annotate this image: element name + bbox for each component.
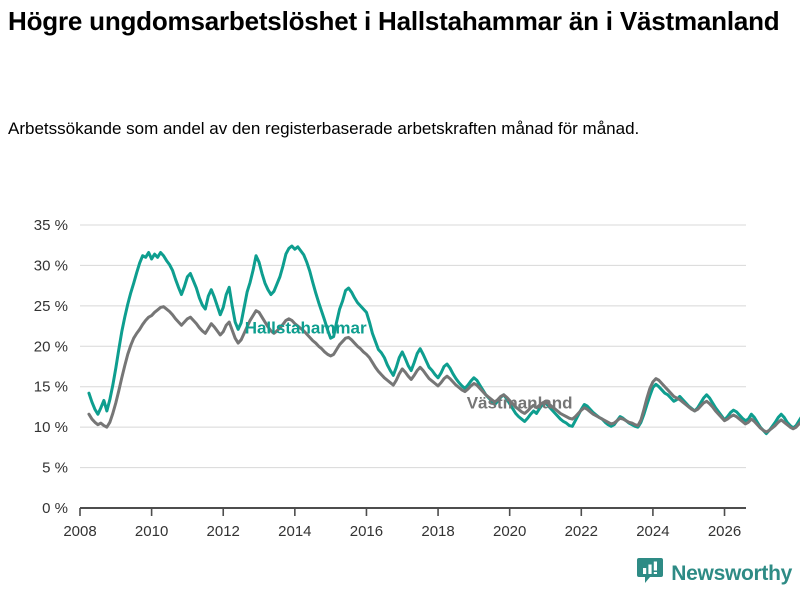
newsworthy-logo: Newsworthy xyxy=(637,557,792,590)
line-chart-svg: 0 %5 %10 %15 %20 %25 %30 %35 % 2008 2010 2… xyxy=(34,217,800,540)
newsworthy-logo-text: Newsworthy xyxy=(671,561,792,585)
x-axis-tick-label: 2012 xyxy=(207,523,240,540)
series-line-västmanland xyxy=(87,305,800,434)
series-inline-labels: Hallstahammar Västmanland xyxy=(245,318,573,412)
y-axis-tick-label: 15 % xyxy=(34,379,68,396)
y-axis-tick-label: 25 % xyxy=(34,298,68,315)
chart-subtitle: Arbetssökande som andel av den registerb… xyxy=(8,119,640,138)
y-axis-tick-label: 10 % xyxy=(34,419,68,436)
y-axis-tick-label: 5 % xyxy=(42,460,68,477)
x-axis-tick-label: 2020 xyxy=(493,523,526,540)
x-axis-tick-label: 2024 xyxy=(636,523,669,540)
newsworthy-logo-icon xyxy=(637,557,664,590)
y-axis-tick-label: 20 % xyxy=(34,338,68,355)
x-axis-tick-label: 2018 xyxy=(421,523,454,540)
series-lines-group xyxy=(87,244,800,436)
x-axis-tick-label: 2026 xyxy=(708,523,741,540)
y-axis-tick-label: 35 % xyxy=(34,217,68,234)
gridlines-group xyxy=(80,224,746,509)
x-axis-ticks-group xyxy=(79,508,726,516)
x-axis-tick-label: 2008 xyxy=(63,523,96,540)
x-axis-tick-label: 2022 xyxy=(565,523,598,540)
x-axis-tick-label: 2014 xyxy=(278,523,311,540)
series-line-hallstahammar xyxy=(87,244,800,436)
y-axis-tick-label: 30 % xyxy=(34,257,68,274)
x-axis-tick-label: 2016 xyxy=(350,523,383,540)
x-axis-tick-label: 2010 xyxy=(135,523,168,540)
chart-plot-area: 0 % 5 % 10 % 15 % 20 % 25 % 30 % 35 % 2008 2010 2… xyxy=(0,200,800,540)
series-label-västmanland: Västmanland xyxy=(467,394,573,413)
x-axis-tick-labels: 2008 2010 2012 2014 2016 2018 2020 2022 2024 2026 xyxy=(63,523,741,540)
y-axis-tick-labels: 0 % 5 % 10 % 15 % 20 % 25 % 30 % 35 % xyxy=(34,217,68,517)
y-axis-tick-label: 0 % xyxy=(42,500,68,517)
series-label-hallstahammar: Hallstahammar xyxy=(245,318,367,337)
page-title: Högre ungdomsarbetslöshet i Hallstahamma… xyxy=(8,6,780,36)
